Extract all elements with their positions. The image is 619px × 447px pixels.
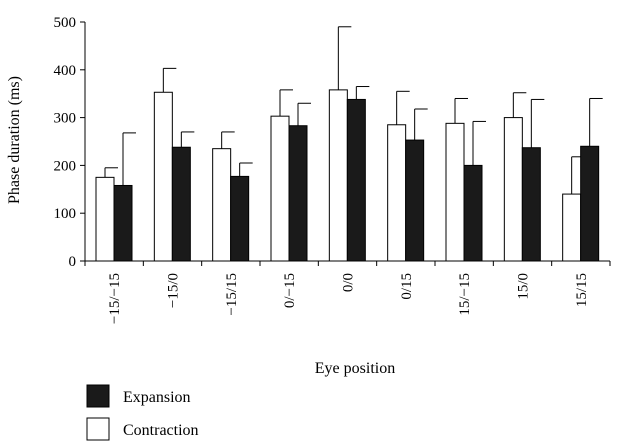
y-tick-label: 100 xyxy=(54,206,77,222)
contraction-bar xyxy=(387,124,407,262)
expansion-legend-label: Expansion xyxy=(123,389,191,406)
contraction-bar xyxy=(503,117,523,262)
contraction-bar xyxy=(270,115,290,262)
contraction-bar xyxy=(445,122,465,262)
x-tick-label: −15/15 xyxy=(224,273,240,316)
plot-area: 0 100 200 300 400 500 −15/−15 −15/0 −15/15 0/−15 0… xyxy=(54,15,611,324)
contraction-bar xyxy=(212,148,232,262)
y-tick-label: 400 xyxy=(54,63,77,79)
expansion-bar xyxy=(171,146,191,262)
expansion-bar xyxy=(580,145,600,262)
contraction-legend-label: Contraction xyxy=(123,422,199,439)
expansion-bar xyxy=(288,125,308,262)
contraction-bar xyxy=(153,91,173,262)
x-tick-label: 0/0 xyxy=(341,273,357,292)
contraction-bar xyxy=(328,89,348,262)
expansion-bar xyxy=(113,184,133,262)
expansion-bar xyxy=(405,139,425,262)
y-tick-label: 200 xyxy=(54,158,77,174)
x-tick-label: 15/15 xyxy=(574,273,590,307)
x-tick-label: 15/−15 xyxy=(457,273,473,316)
expansion-bar xyxy=(521,147,541,262)
y-tick-label: 0 xyxy=(69,254,77,270)
expansion-bar xyxy=(346,98,366,262)
x-tick-label: 0/−15 xyxy=(282,273,298,308)
x-axis-label: Eye position xyxy=(315,360,395,377)
x-tick-label: 15/0 xyxy=(516,273,532,300)
y-tick-label: 500 xyxy=(54,15,77,31)
expansion-legend-swatch xyxy=(86,384,110,408)
legend: Expansion Contraction xyxy=(86,384,199,441)
expansion-bar xyxy=(230,175,250,262)
x-tick-label: −15/−15 xyxy=(107,273,123,324)
y-axis-label: Phase duration (ms) xyxy=(6,76,23,204)
contraction-bar xyxy=(95,176,115,262)
x-tick-label: 0/15 xyxy=(399,273,415,300)
expansion-bar xyxy=(463,164,483,262)
contraction-legend-swatch xyxy=(86,417,110,441)
contraction-bar xyxy=(562,193,582,262)
x-tick-label: −15/0 xyxy=(166,273,182,308)
y-tick-label: 300 xyxy=(54,111,77,127)
